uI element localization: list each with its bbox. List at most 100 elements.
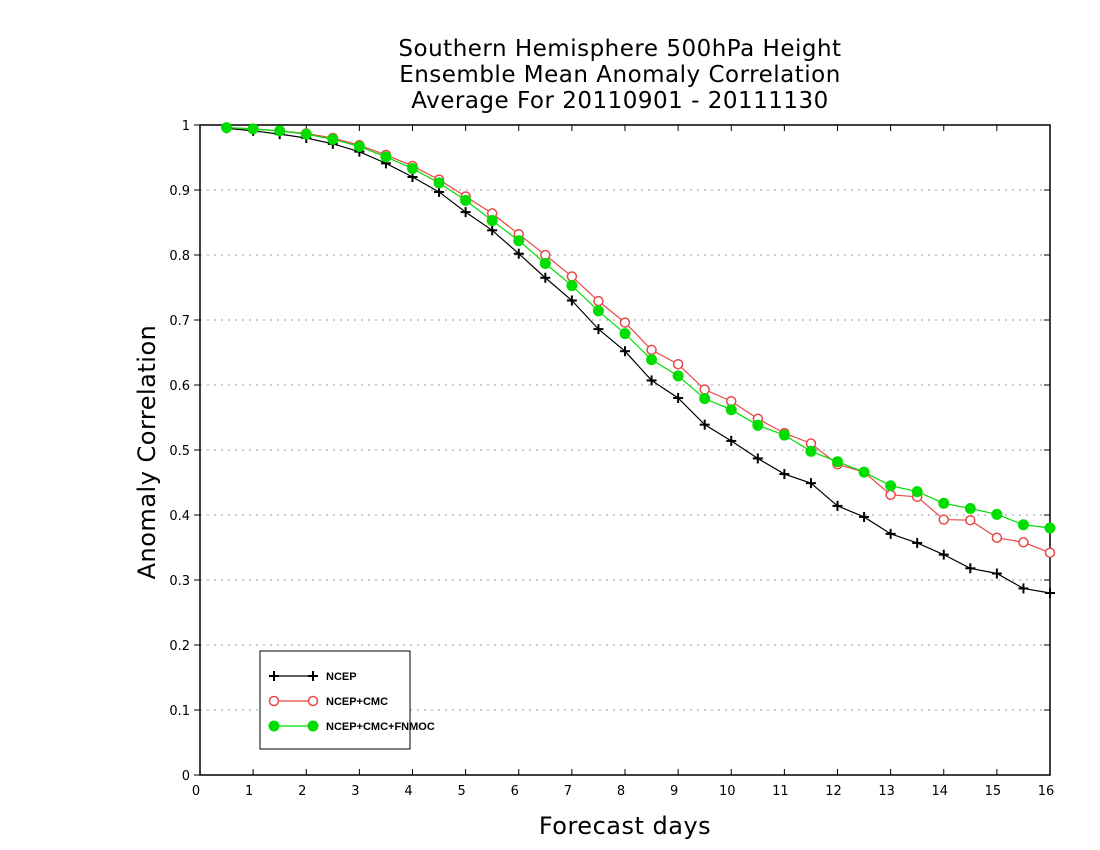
x-tick-label: 3 xyxy=(351,784,359,799)
data-point xyxy=(965,514,976,526)
legend-marker xyxy=(307,695,319,707)
data-point xyxy=(513,235,525,247)
x-tick-label: 14 xyxy=(931,784,948,799)
y-tick-label: 0 xyxy=(182,769,190,784)
title-line-2: Ensemble Mean Anomaly Correlation xyxy=(399,62,841,88)
data-point xyxy=(938,549,949,560)
data-point xyxy=(672,370,684,382)
data-point xyxy=(539,257,551,269)
data-point xyxy=(513,248,524,259)
data-point xyxy=(380,151,392,163)
data-point xyxy=(1017,519,1029,531)
data-point xyxy=(964,503,976,514)
y-tick-label: 0.1 xyxy=(169,704,190,719)
y-tick-label: 0.9 xyxy=(169,184,190,199)
x-tick-label: 1 xyxy=(245,784,253,799)
data-point xyxy=(858,466,870,478)
legend-entry: NCEP+CMC xyxy=(268,695,388,708)
series-layer xyxy=(221,122,1056,598)
x-tick-label: 9 xyxy=(670,784,678,799)
series-ncep-cmc-fnmoc xyxy=(221,122,1056,534)
legend-entry: NCEP xyxy=(269,671,357,683)
x-tick-label: 15 xyxy=(985,784,1002,799)
legend-marker xyxy=(269,671,279,681)
y-tick-label: 0.7 xyxy=(169,314,190,329)
x-tick-label: 6 xyxy=(511,784,519,799)
x-tick-label: 13 xyxy=(878,784,895,799)
data-point xyxy=(725,404,737,416)
data-point xyxy=(779,469,790,480)
data-point xyxy=(726,435,737,446)
data-point xyxy=(486,215,498,227)
data-point xyxy=(592,305,604,317)
data-point xyxy=(646,344,657,356)
y-tick-label: 0.5 xyxy=(169,444,190,459)
data-point xyxy=(593,295,604,307)
chart-title: Southern Hemisphere 500hPa Height Ensemb… xyxy=(0,36,1100,114)
data-point xyxy=(460,194,472,206)
data-point xyxy=(566,280,578,292)
legend-marker xyxy=(307,720,319,732)
data-point xyxy=(699,384,710,395)
y-tick-label: 0.3 xyxy=(169,574,190,589)
data-point xyxy=(832,500,843,511)
data-point xyxy=(540,272,551,283)
legend: NCEP NCEP+CMC NCEP+CMC+FNMOC xyxy=(259,650,435,750)
data-point xyxy=(433,177,445,189)
series-line xyxy=(226,127,1051,554)
data-point xyxy=(991,532,1003,543)
legend-marker xyxy=(268,695,280,707)
legend-entry: NCEP+CMC+FNMOC xyxy=(268,720,435,733)
grid xyxy=(200,189,1050,711)
data-point xyxy=(566,295,577,306)
x-tick-label: 16 xyxy=(1038,784,1055,799)
data-point xyxy=(327,133,339,145)
y-tick-label: 0.8 xyxy=(169,249,190,264)
y-tick-label: 0.6 xyxy=(169,379,190,394)
data-point xyxy=(221,122,233,134)
legend-box xyxy=(259,650,411,750)
data-point xyxy=(646,354,658,366)
y-tick-label: 1 xyxy=(182,119,190,134)
data-point xyxy=(353,140,365,152)
data-point xyxy=(965,563,976,574)
data-point xyxy=(1044,547,1056,558)
data-point xyxy=(699,393,711,405)
data-point xyxy=(911,486,923,498)
x-tick-label: 7 xyxy=(564,784,572,799)
data-point xyxy=(646,375,657,386)
series-ncep xyxy=(221,123,1055,598)
data-point xyxy=(566,271,578,282)
data-point xyxy=(300,128,312,140)
data-point xyxy=(593,324,604,335)
series-ncep-cmc xyxy=(221,122,1056,558)
data-point xyxy=(859,511,870,522)
x-tick-label: 12 xyxy=(825,784,842,799)
data-point xyxy=(1045,588,1055,598)
legend-marker xyxy=(268,720,280,732)
series-line xyxy=(226,127,1051,594)
series-line xyxy=(226,127,1051,529)
data-point xyxy=(620,346,630,357)
x-tick-label: 4 xyxy=(404,784,412,799)
y-axis: 0 0.1 0.2 0.3 0.4 0.5 0.6 0.7 0.8 0.9 1 xyxy=(169,119,1050,784)
data-point xyxy=(619,317,631,328)
data-point xyxy=(1018,583,1029,594)
y-tick-label: 0.2 xyxy=(169,639,190,654)
y-tick-label: 0.4 xyxy=(169,509,190,524)
x-tick-label: 0 xyxy=(192,784,200,799)
legend-marker xyxy=(308,671,318,681)
data-point xyxy=(247,123,259,135)
data-point xyxy=(619,328,631,340)
legend-label: NCEP+CMC+FNMOC xyxy=(326,721,435,733)
data-point xyxy=(991,508,1003,520)
data-point xyxy=(938,514,949,525)
legend-label: NCEP xyxy=(326,671,357,683)
data-point xyxy=(752,419,764,431)
y-axis-title: Anomaly Correlation xyxy=(133,325,161,580)
data-point xyxy=(460,207,471,218)
data-point xyxy=(274,125,286,137)
data-point xyxy=(673,393,684,403)
data-point xyxy=(1018,537,1029,548)
